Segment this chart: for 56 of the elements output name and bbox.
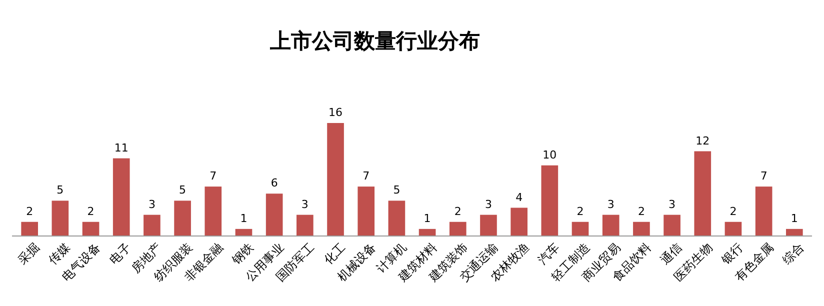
bar bbox=[510, 208, 528, 236]
data-label: 1 bbox=[240, 212, 248, 225]
bar bbox=[633, 222, 650, 236]
bar bbox=[52, 200, 69, 236]
data-label: 3 bbox=[607, 198, 614, 211]
data-label: 12 bbox=[696, 134, 710, 148]
bar bbox=[235, 228, 252, 236]
bar bbox=[786, 228, 803, 236]
bar bbox=[694, 151, 712, 236]
chart-title: 上市公司数量行业分布 bbox=[269, 29, 480, 53]
data-label: 6 bbox=[270, 176, 278, 190]
bar bbox=[572, 222, 589, 236]
bar bbox=[82, 222, 100, 236]
bar bbox=[541, 165, 558, 236]
data-label: 3 bbox=[668, 198, 676, 211]
bar bbox=[755, 186, 772, 236]
data-label: 2 bbox=[730, 204, 737, 218]
data-label: 7 bbox=[362, 170, 370, 183]
x-tick-label: 银行 bbox=[718, 240, 746, 268]
data-label: 5 bbox=[56, 184, 64, 197]
bar bbox=[664, 214, 680, 236]
data-label: 2 bbox=[26, 204, 34, 218]
data-label: 5 bbox=[393, 184, 400, 197]
data-label: 3 bbox=[484, 198, 492, 211]
bar bbox=[602, 214, 620, 236]
data-label: 3 bbox=[301, 198, 308, 211]
data-label: 2 bbox=[87, 204, 94, 218]
bar bbox=[21, 222, 38, 236]
data-label: 7 bbox=[210, 170, 217, 183]
bar bbox=[449, 222, 466, 236]
data-label: 11 bbox=[114, 141, 128, 154]
bar bbox=[418, 228, 436, 236]
bar bbox=[204, 186, 222, 236]
bar bbox=[327, 123, 344, 236]
bar bbox=[266, 194, 283, 236]
bar bbox=[174, 200, 191, 236]
bar bbox=[388, 200, 406, 236]
data-label: 4 bbox=[516, 190, 523, 204]
bar bbox=[112, 158, 130, 236]
data-label: 1 bbox=[424, 212, 431, 225]
x-tick-label: 采掘 bbox=[15, 240, 42, 268]
data-label: 2 bbox=[454, 204, 462, 218]
bar bbox=[144, 214, 160, 236]
data-label: 2 bbox=[638, 204, 645, 218]
bar bbox=[296, 214, 314, 236]
data-label: 10 bbox=[542, 148, 557, 162]
x-tick-label: 综合 bbox=[780, 240, 807, 268]
data-label: 2 bbox=[576, 204, 584, 218]
data-label: 3 bbox=[148, 198, 156, 211]
data-label: 7 bbox=[760, 170, 768, 183]
data-label: 16 bbox=[328, 106, 343, 119]
data-label: 5 bbox=[179, 184, 186, 197]
bar bbox=[358, 186, 375, 236]
bar bbox=[480, 214, 497, 236]
bar bbox=[724, 222, 742, 236]
data-label: 1 bbox=[790, 212, 798, 225]
